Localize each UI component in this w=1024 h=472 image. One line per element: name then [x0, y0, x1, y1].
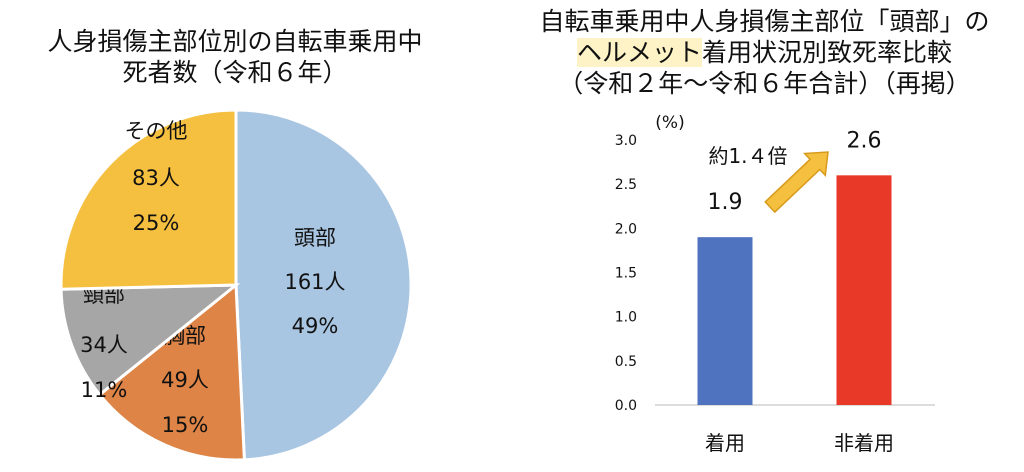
- pie-slice-label-3: その他: [125, 119, 188, 143]
- bar-title-line-1: 自転車乗用中人身損傷主部位「頭部」の: [539, 7, 990, 36]
- pie-slice-1: [97, 281, 246, 462]
- y-tick-label-1: 0.5: [615, 354, 637, 370]
- increase-arrow-icon: [764, 151, 829, 214]
- pie-slice-percent-3: 25%: [133, 211, 180, 235]
- y-tick-label-6: 3.0: [615, 133, 637, 149]
- pie-slice-percent-2: 11%: [81, 378, 128, 402]
- pie-slice-2: [59, 283, 241, 397]
- bar-1: [836, 175, 892, 405]
- pie-slice-percent-1: 15%: [162, 413, 209, 437]
- bar-0: [697, 237, 753, 405]
- y-axis-unit-label: (%): [655, 113, 684, 133]
- pie-slice-label-0: 頭部: [294, 226, 336, 250]
- x-category-label-1: 非着用: [834, 431, 894, 455]
- pie-chart-title: 人身損傷主部位別の自転車乗用中 死者数（令和６年）: [0, 26, 470, 88]
- y-tick-label-5: 2.5: [615, 177, 637, 193]
- pie-slice-count-1: 49人: [161, 368, 209, 392]
- bar-chart: 0.0 0.5 1.0 1.5 2.0 2.5 3.0 (%) 1.9 着用 2.6 非着用 約1.４倍: [615, 113, 935, 455]
- bar-title-line-2-rest: 着用状況別致死率比較: [702, 38, 953, 67]
- bar-title-line-2: ヘルメット着用状況別致死率比較: [505, 37, 1024, 68]
- pie-slice-count-2: 34人: [80, 333, 128, 357]
- bar-title-line-3: （令和２年～令和６年合計）（再掲）: [558, 69, 971, 98]
- ratio-annotation: 約1.４倍: [708, 144, 787, 168]
- y-tick-label-0: 0.0: [615, 398, 637, 414]
- pie-slice-0: [234, 108, 413, 462]
- bar-chart-title: 自転車乗用中人身損傷主部位「頭部」の ヘルメット着用状況別致死率比較 （令和２年…: [505, 6, 1024, 99]
- y-tick-label-2: 1.0: [615, 310, 637, 326]
- bar-value-label-0: 1.9: [708, 190, 743, 215]
- pie-title-line-1: 人身損傷主部位別の自転車乗用中: [47, 27, 423, 56]
- pie-title-line-2: 死者数（令和６年）: [122, 58, 348, 87]
- y-tick-label-4: 2.0: [615, 221, 637, 237]
- bar-value-label-1: 2.6: [847, 128, 882, 153]
- pie-slice-count-3: 83人: [132, 166, 180, 190]
- y-tick-label-3: 1.5: [615, 266, 637, 282]
- pie-slice-count-0: 161人: [284, 270, 345, 294]
- pie-slice-3: [59, 108, 238, 291]
- x-category-label-0: 着用: [705, 431, 745, 455]
- helmet-highlight: ヘルメット: [576, 38, 702, 67]
- pie-slice-percent-0: 49%: [292, 314, 339, 338]
